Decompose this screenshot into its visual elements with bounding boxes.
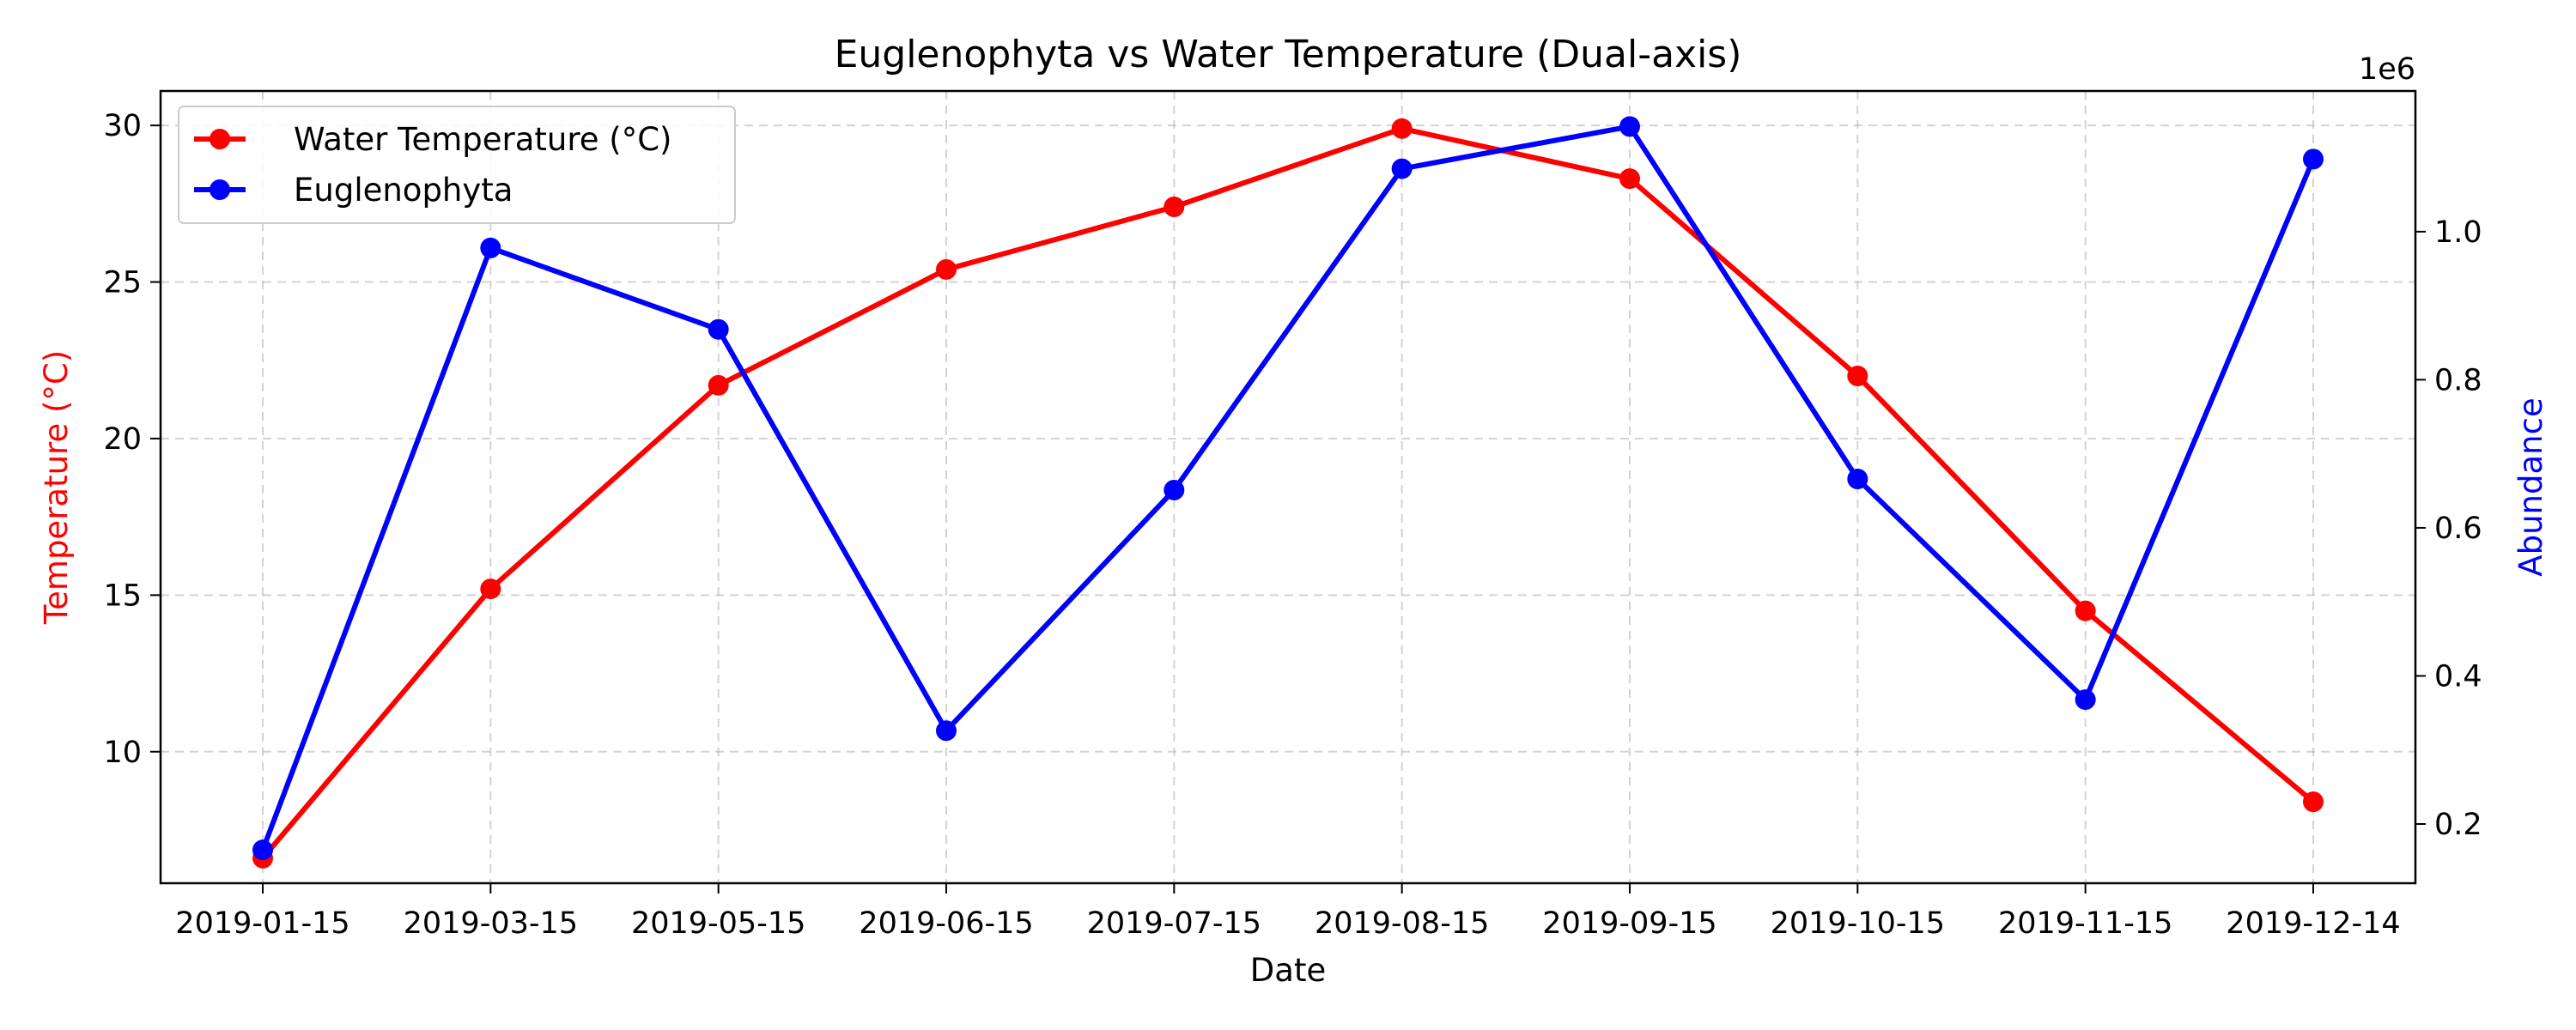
x-tick-label: 2019-01-15 [175,906,349,941]
x-tick-label: 2019-11-15 [1998,906,2172,941]
plot-frame [159,89,2417,885]
temperature-point [936,258,957,280]
legend-box [178,106,736,224]
euglenophyta-point [1619,116,1640,137]
euglenophyta-point [252,839,273,861]
euglenophyta-point [1391,158,1413,179]
euglenophyta-point [708,318,729,340]
y-left-tick-label: 15 [103,579,142,613]
y-right-tick-label: 0.2 [2434,808,2482,842]
x-tick-label: 2019-12-14 [2226,906,2400,941]
x-tick-label: 2019-09-15 [1542,906,1716,941]
x-tick-label: 2019-08-15 [1315,906,1489,941]
temperature-point [2075,600,2096,621]
temperature-point [708,374,729,396]
temperature-point [1847,365,1868,386]
legend-marker-euglenophyta [210,179,230,200]
legend-label-temperature: Water Temperature (°C) [294,121,671,158]
y-right-tick-label: 0.4 [2434,659,2482,694]
y-right-tick-label: 1.0 [2434,215,2482,250]
euglenophyta-point [2075,689,2096,711]
chart-title: Euglenophyta vs Water Temperature (Dual-… [835,33,1742,76]
x-axis: 2019-01-15 2019-03-15 2019-05-15 2019-06-15… [175,883,2401,941]
euglenophyta-point [1847,469,1868,490]
x-tick-label: 2019-07-15 [1087,906,1261,941]
legend-marker-temperature [210,129,230,149]
x-tick-label: 2019-05-15 [631,906,805,941]
y-left-tick-label: 10 [103,736,142,770]
series-layer [252,116,2324,869]
y-right-tick-label: 0.6 [2434,512,2482,546]
temperature-point [1391,118,1413,139]
y-left-tick-label: 30 [103,109,142,143]
temperature-point [480,579,501,600]
euglenophyta-point [2303,148,2324,170]
x-axis-label: Date [1250,952,1326,989]
y-right-tick-label: 0.8 [2434,363,2482,397]
y-axis-right: 0.2 0.4 0.6 0.8 1.0 [2415,215,2482,842]
y-left-tick-label: 20 [103,422,142,457]
euglenophyta-point [1163,479,1185,500]
temperature-point [1163,196,1185,217]
euglenophyta-point [936,720,957,742]
temperature-point [1619,168,1640,190]
x-tick-label: 2019-03-15 [404,906,578,941]
legend-label-euglenophyta: Euglenophyta [294,172,513,209]
right-axis-multiplier: 1e6 [2359,52,2415,87]
y-axis-left-label: Temperature (°C) [38,350,75,625]
y-left-tick-label: 25 [103,266,142,300]
x-tick-label: 2019-10-15 [1771,906,1945,941]
legend: Water Temperature (°C) Euglenophyta [178,106,736,224]
y-axis-left: 10 15 20 25 30 [103,109,161,770]
euglenophyta-point [480,237,501,258]
y-axis-right-label: Abundance [2512,397,2549,576]
temperature-line [260,125,2315,860]
temperature-point [2303,791,2324,813]
euglenophyta-line [260,124,2316,851]
x-tick-label: 2019-06-15 [859,906,1033,941]
